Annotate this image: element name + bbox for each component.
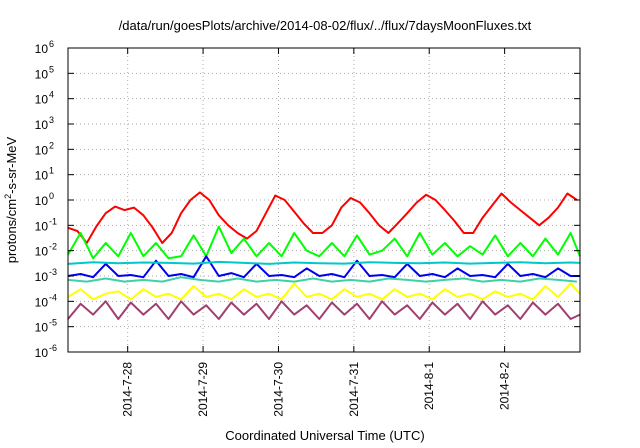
y-tick-label-base: 10	[35, 93, 49, 107]
y-tick-label: 10	[35, 245, 49, 259]
y-tick-label-exponent: 1	[49, 166, 54, 176]
series-line-1	[67, 191, 578, 244]
y-tick-label-base: 10	[35, 346, 49, 360]
y-tick-label-base: 10	[35, 169, 49, 183]
y-tick-label: 10	[35, 42, 49, 56]
y-tick-label-base: 10	[35, 295, 49, 309]
y-tick-label-base: 10	[35, 42, 49, 56]
y-tick-label-exponent: 6	[49, 39, 54, 49]
y-tick-label-exponent: 5	[49, 64, 54, 74]
y-tick-label-base: 10	[35, 118, 49, 132]
y-tick-label-exponent: 2	[49, 140, 54, 150]
y-tick-label-exponent: 3	[49, 115, 54, 125]
x-axis: 2014-7-28 2014-7-29 2014-7-30 2014-7-31 2014…	[121, 48, 512, 417]
series-line-4	[67, 260, 581, 265]
y-axis-label: protons/cm2-s-sr-MeV	[3, 136, 19, 263]
y-tick-label-base: 10	[35, 194, 49, 208]
y-axis-label-base: protons/cm	[4, 199, 19, 263]
x-tick-label: 2014-7-29	[196, 362, 210, 417]
y-tick-label-exponent: -1	[49, 216, 57, 226]
y-tick-label-exponent: -3	[49, 267, 57, 277]
y-tick-label: 10	[35, 143, 49, 157]
y-tick-label-exponent: -2	[49, 242, 57, 252]
x-tick-label: 2014-8-1	[422, 362, 436, 410]
gridlines	[68, 48, 580, 352]
y-tick-label-base: 10	[35, 143, 49, 157]
y-tick-label-exponent: -6	[49, 343, 57, 353]
y-tick-label: 10	[35, 270, 49, 284]
y-tick-label-exponent: 4	[49, 90, 54, 100]
y-tick-label-exponent: -4	[49, 292, 57, 302]
x-axis-label: Coordinated Universal Time (UTC)	[225, 428, 424, 443]
y-tick-label-exponent: -5	[49, 318, 57, 328]
y-tick-label-base: 10	[35, 245, 49, 259]
y-axis: 10 -610 -510 -410 -310 -210 -110 010 110 210 310 41…	[35, 39, 580, 360]
x-tick-label: 2014-7-31	[347, 362, 361, 417]
series-line-2	[67, 225, 581, 260]
x-tick-label: 2014-7-30	[271, 362, 285, 417]
y-tick-label-base: 10	[35, 321, 49, 335]
y-axis-label-sup: 2	[3, 194, 13, 199]
series-line-3	[67, 255, 580, 279]
y-tick-label: 10	[35, 219, 49, 233]
y-tick-label-base: 10	[35, 270, 49, 284]
y-tick-label-base: 10	[35, 219, 49, 233]
series-layer	[67, 191, 581, 320]
y-tick-label: 10	[35, 118, 49, 132]
y-axis-label-rest: -s-sr-MeV	[4, 136, 19, 193]
y-tick-label: 10	[35, 93, 49, 107]
series-line-7	[67, 300, 581, 320]
x-tick-label: 2014-7-28	[121, 362, 135, 417]
y-tick-label: 10	[35, 194, 49, 208]
x-tick-label: 2014-8-2	[498, 362, 512, 410]
y-tick-label-base: 10	[35, 67, 49, 81]
y-tick-label-exponent: 0	[49, 191, 54, 201]
series-line-5	[67, 276, 577, 283]
chart-title: /data/run/goesPlots/archive/2014-08-02/f…	[119, 18, 532, 33]
y-tick-label: 10	[35, 321, 49, 335]
y-tick-label: 10	[35, 67, 49, 81]
y-tick-label: 10	[35, 346, 49, 360]
y-tick-label: 10	[35, 169, 49, 183]
series-line-6	[67, 282, 581, 301]
y-tick-label: 10	[35, 295, 49, 309]
